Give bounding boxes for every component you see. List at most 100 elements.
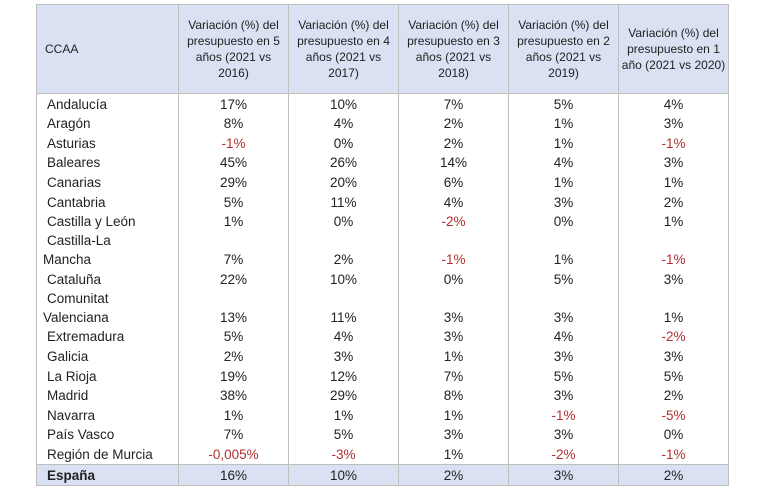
value-cell: 3%: [508, 346, 619, 366]
region-name: País Vasco: [36, 424, 179, 445]
value-cell: 3%: [508, 424, 619, 445]
value-cell: 11%: [288, 191, 399, 212]
value-cell: 7%: [398, 365, 509, 386]
table-row: Navarra 1% 1% 1% -1% -5%: [36, 405, 729, 425]
total-value-cell: 3%: [508, 463, 619, 486]
value-cell: 19%: [178, 365, 289, 386]
value-cell: 17%: [178, 93, 289, 114]
value-cell: 26%: [288, 152, 399, 173]
value-cell: 2%: [288, 231, 399, 270]
header-ccaa: CCAA: [36, 4, 179, 94]
value-cell: 6%: [398, 172, 509, 192]
table-row: Baleares 45% 26% 14% 4% 3%: [36, 152, 729, 173]
table-row: Madrid 38% 29% 8% 3% 2%: [36, 385, 729, 406]
value-cell: 1%: [398, 444, 509, 465]
value-cell: 29%: [178, 172, 289, 192]
value-cell: 13%: [178, 288, 289, 327]
value-cell: 3%: [508, 288, 619, 327]
value-cell: 3%: [618, 152, 729, 173]
total-value-cell: 16%: [178, 463, 289, 486]
value-cell: 7%: [398, 93, 509, 114]
value-cell: 45%: [178, 152, 289, 173]
value-cell: -1%: [178, 133, 289, 153]
region-name: Galicia: [36, 346, 179, 366]
value-cell: 1%: [508, 113, 619, 134]
value-cell: 2%: [398, 113, 509, 134]
value-cell: 3%: [398, 424, 509, 445]
value-cell: 1%: [508, 172, 619, 192]
value-cell: 3%: [508, 191, 619, 212]
value-cell: 3%: [508, 385, 619, 406]
value-cell: -0,005%: [178, 444, 289, 465]
value-cell: 3%: [288, 346, 399, 366]
budget-variation-table-container: CCAA Variación (%) del presupuesto en 5 …: [36, 4, 729, 486]
table-row: Aragón 8% 4% 2% 1% 3%: [36, 113, 729, 134]
value-cell: 11%: [288, 288, 399, 327]
region-name: Andalucía: [36, 93, 179, 114]
value-cell: 1%: [618, 211, 729, 232]
value-cell: 29%: [288, 385, 399, 406]
value-cell: 3%: [618, 269, 729, 289]
value-cell: 2%: [618, 191, 729, 212]
total-value-cell: 10%: [288, 463, 399, 486]
value-cell: -1%: [618, 444, 729, 465]
region-name-line1: Comunitat: [47, 290, 109, 306]
table-row: Andalucía 17% 10% 7% 5% 4%: [36, 93, 729, 114]
value-cell: 4%: [508, 326, 619, 347]
value-cell: -2%: [508, 444, 619, 465]
value-cell: 20%: [288, 172, 399, 192]
table-row: Castilla y León 1% 0% -2% 0% 1%: [36, 211, 729, 232]
value-cell: 1%: [398, 346, 509, 366]
value-cell: 5%: [618, 365, 729, 386]
table-body: Andalucía 17% 10% 7% 5% 4% Aragón 8% 4% 2% 1% 3% Ast…: [36, 93, 729, 486]
table-row: País Vasco 7% 5% 3% 3% 0%: [36, 424, 729, 445]
value-cell: 2%: [618, 385, 729, 406]
header-5-years: Variación (%) del presupuesto en 5 años …: [178, 4, 289, 94]
value-cell: -2%: [398, 211, 509, 232]
value-cell: 22%: [178, 269, 289, 289]
value-cell: -3%: [288, 444, 399, 465]
value-cell: -1%: [398, 231, 509, 270]
value-cell: 3%: [398, 326, 509, 347]
value-cell: 2%: [398, 133, 509, 153]
total-name: España: [36, 463, 179, 486]
value-cell: 8%: [398, 385, 509, 406]
value-cell: 7%: [178, 231, 289, 270]
value-cell: 7%: [178, 424, 289, 445]
value-cell: 0%: [288, 133, 399, 153]
value-cell: 10%: [288, 93, 399, 114]
value-cell: 38%: [178, 385, 289, 406]
value-cell: 1%: [398, 405, 509, 425]
value-cell: 4%: [288, 326, 399, 347]
total-value-cell: 2%: [618, 463, 729, 486]
region-name: Cantabria: [36, 191, 179, 212]
region-name: Cataluña: [36, 269, 179, 289]
region-name: Canarias: [36, 172, 179, 192]
total-row: España 16% 10% 2% 3% 2%: [36, 463, 729, 486]
region-name: Navarra: [36, 405, 179, 425]
total-value-cell: 2%: [398, 463, 509, 486]
value-cell: 10%: [288, 269, 399, 289]
value-cell: 0%: [398, 269, 509, 289]
value-cell: 4%: [398, 191, 509, 212]
value-cell: 1%: [178, 405, 289, 425]
value-cell: 4%: [288, 113, 399, 134]
value-cell: 3%: [618, 346, 729, 366]
value-cell: 8%: [178, 113, 289, 134]
region-name-line2: Valenciana: [43, 309, 109, 325]
region-name-line1: Castilla-La: [47, 233, 111, 249]
value-cell: 5%: [508, 269, 619, 289]
region-name: Región de Murcia: [36, 444, 179, 465]
header-1-year: Variación (%) del presupuesto en 1 año (…: [618, 4, 729, 94]
value-cell: 4%: [618, 93, 729, 114]
value-cell: 5%: [178, 191, 289, 212]
region-name-line2: Mancha: [43, 252, 92, 268]
value-cell: -2%: [618, 326, 729, 347]
value-cell: -5%: [618, 405, 729, 425]
value-cell: -1%: [618, 231, 729, 270]
region-name: Castilla-La Mancha: [36, 231, 179, 270]
value-cell: 12%: [288, 365, 399, 386]
value-cell: 0%: [288, 211, 399, 232]
value-cell: 1%: [618, 172, 729, 192]
value-cell: -1%: [508, 405, 619, 425]
